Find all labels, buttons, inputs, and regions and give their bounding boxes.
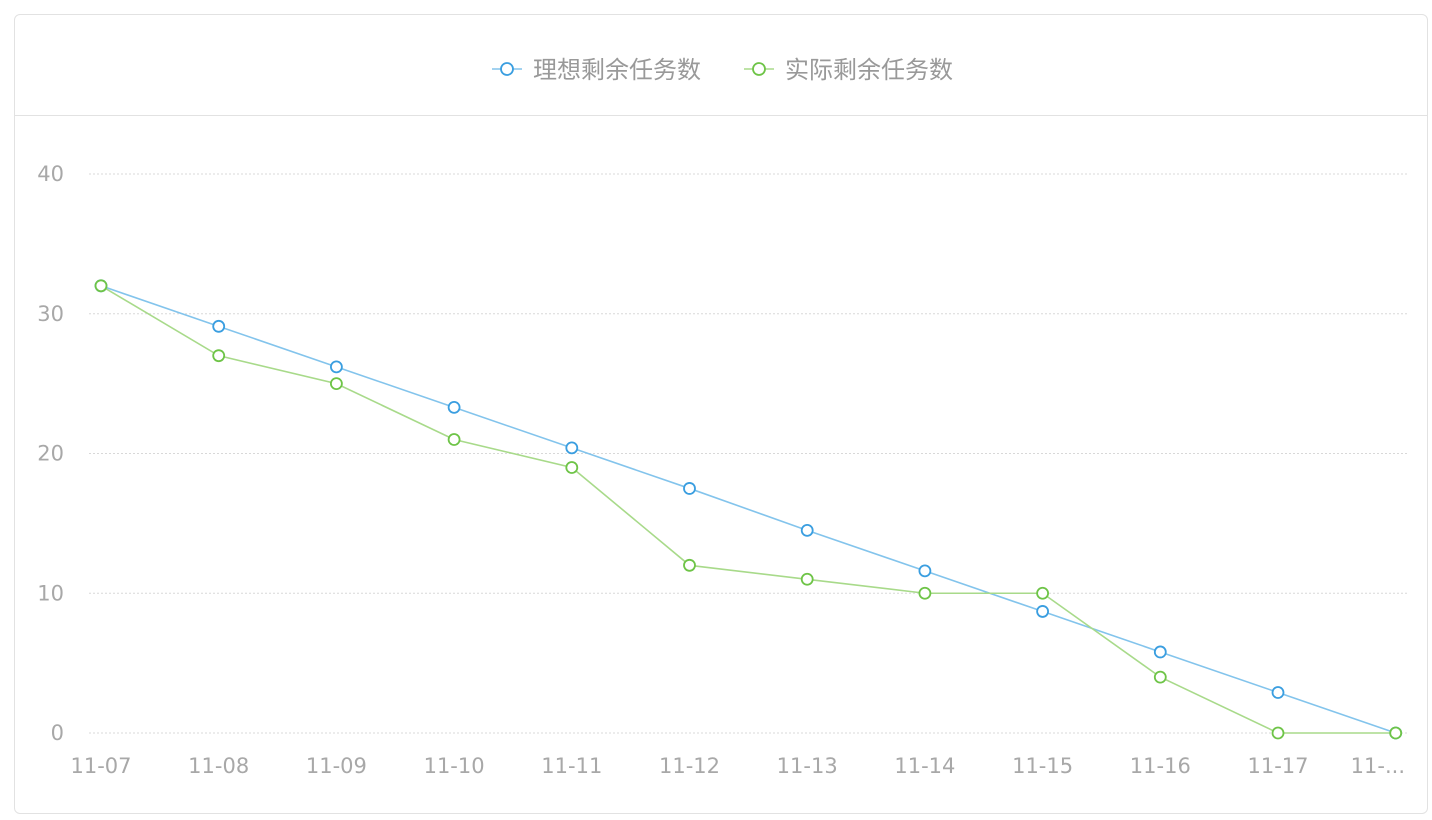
- data-point[interactable]: [1036, 605, 1049, 618]
- data-point[interactable]: [918, 586, 932, 600]
- data-point[interactable]: [683, 558, 696, 572]
- chart-card: [14, 14, 1428, 814]
- data-point[interactable]: [329, 377, 343, 391]
- data-point[interactable]: [800, 523, 814, 537]
- data-point[interactable]: [94, 279, 108, 293]
- x-axis: 11-07 11-08 11-09 11-10 11-11 11-12 11-13 11-14…: [70, 754, 1405, 778]
- data-point[interactable]: [565, 441, 579, 455]
- data-point[interactable]: [800, 572, 814, 586]
- y-tick-label: 40: [37, 162, 64, 186]
- chart-series: [94, 279, 1403, 740]
- x-tick-label: 11-16: [1130, 754, 1191, 778]
- legend-bar: [15, 15, 1427, 116]
- chart-legend: 理想剩余任务数 实际剩余任务数: [492, 56, 953, 84]
- legend-label: 理想剩余任务数: [533, 56, 701, 84]
- data-point[interactable]: [1271, 726, 1285, 740]
- x-tick-label: 11-11: [541, 754, 602, 778]
- data-point[interactable]: [1036, 586, 1049, 600]
- x-tick-label: 11-09: [306, 754, 367, 778]
- data-point[interactable]: [329, 360, 343, 374]
- data-point[interactable]: [447, 433, 461, 446]
- x-tick-label: 11-...: [1351, 754, 1405, 778]
- x-tick-label: 11-13: [777, 754, 838, 778]
- legend-item-1[interactable]: 理想剩余任务数: [492, 56, 701, 84]
- legend-marker-icon: [500, 62, 514, 76]
- x-tick-label: 11-08: [188, 754, 249, 778]
- series-line: [100, 285, 1396, 734]
- data-point[interactable]: [212, 319, 226, 333]
- series-line: [100, 285, 1396, 734]
- x-tick-label: 11-10: [424, 754, 485, 778]
- y-tick-label: 20: [37, 442, 64, 466]
- data-point[interactable]: [918, 564, 932, 578]
- data-point[interactable]: [565, 461, 579, 474]
- x-tick-label: 11-17: [1247, 754, 1308, 778]
- series-1: [94, 279, 1403, 740]
- x-tick-label: 11-15: [1012, 754, 1073, 778]
- x-tick-label: 11-12: [659, 754, 720, 778]
- legend-item-2[interactable]: 实际剩余任务数: [744, 56, 953, 84]
- chart-grid: [89, 173, 1407, 734]
- y-axis: 0 10 20 30 40: [37, 162, 64, 745]
- legend-label: 实际剩余任务数: [785, 56, 953, 84]
- data-point[interactable]: [683, 482, 696, 495]
- x-tick-label: 11-07: [70, 754, 131, 778]
- data-point[interactable]: [1153, 670, 1167, 684]
- data-point[interactable]: [447, 400, 461, 414]
- data-point[interactable]: [212, 349, 226, 363]
- y-tick-label: 30: [37, 302, 64, 326]
- data-point[interactable]: [1153, 645, 1167, 659]
- data-point[interactable]: [1389, 726, 1403, 740]
- y-tick-label: 0: [51, 721, 64, 745]
- y-tick-label: 10: [37, 581, 64, 605]
- data-point[interactable]: [1271, 686, 1285, 699]
- legend-marker-icon: [752, 62, 766, 76]
- series-2: [94, 279, 1403, 740]
- x-tick-label: 11-14: [894, 754, 955, 778]
